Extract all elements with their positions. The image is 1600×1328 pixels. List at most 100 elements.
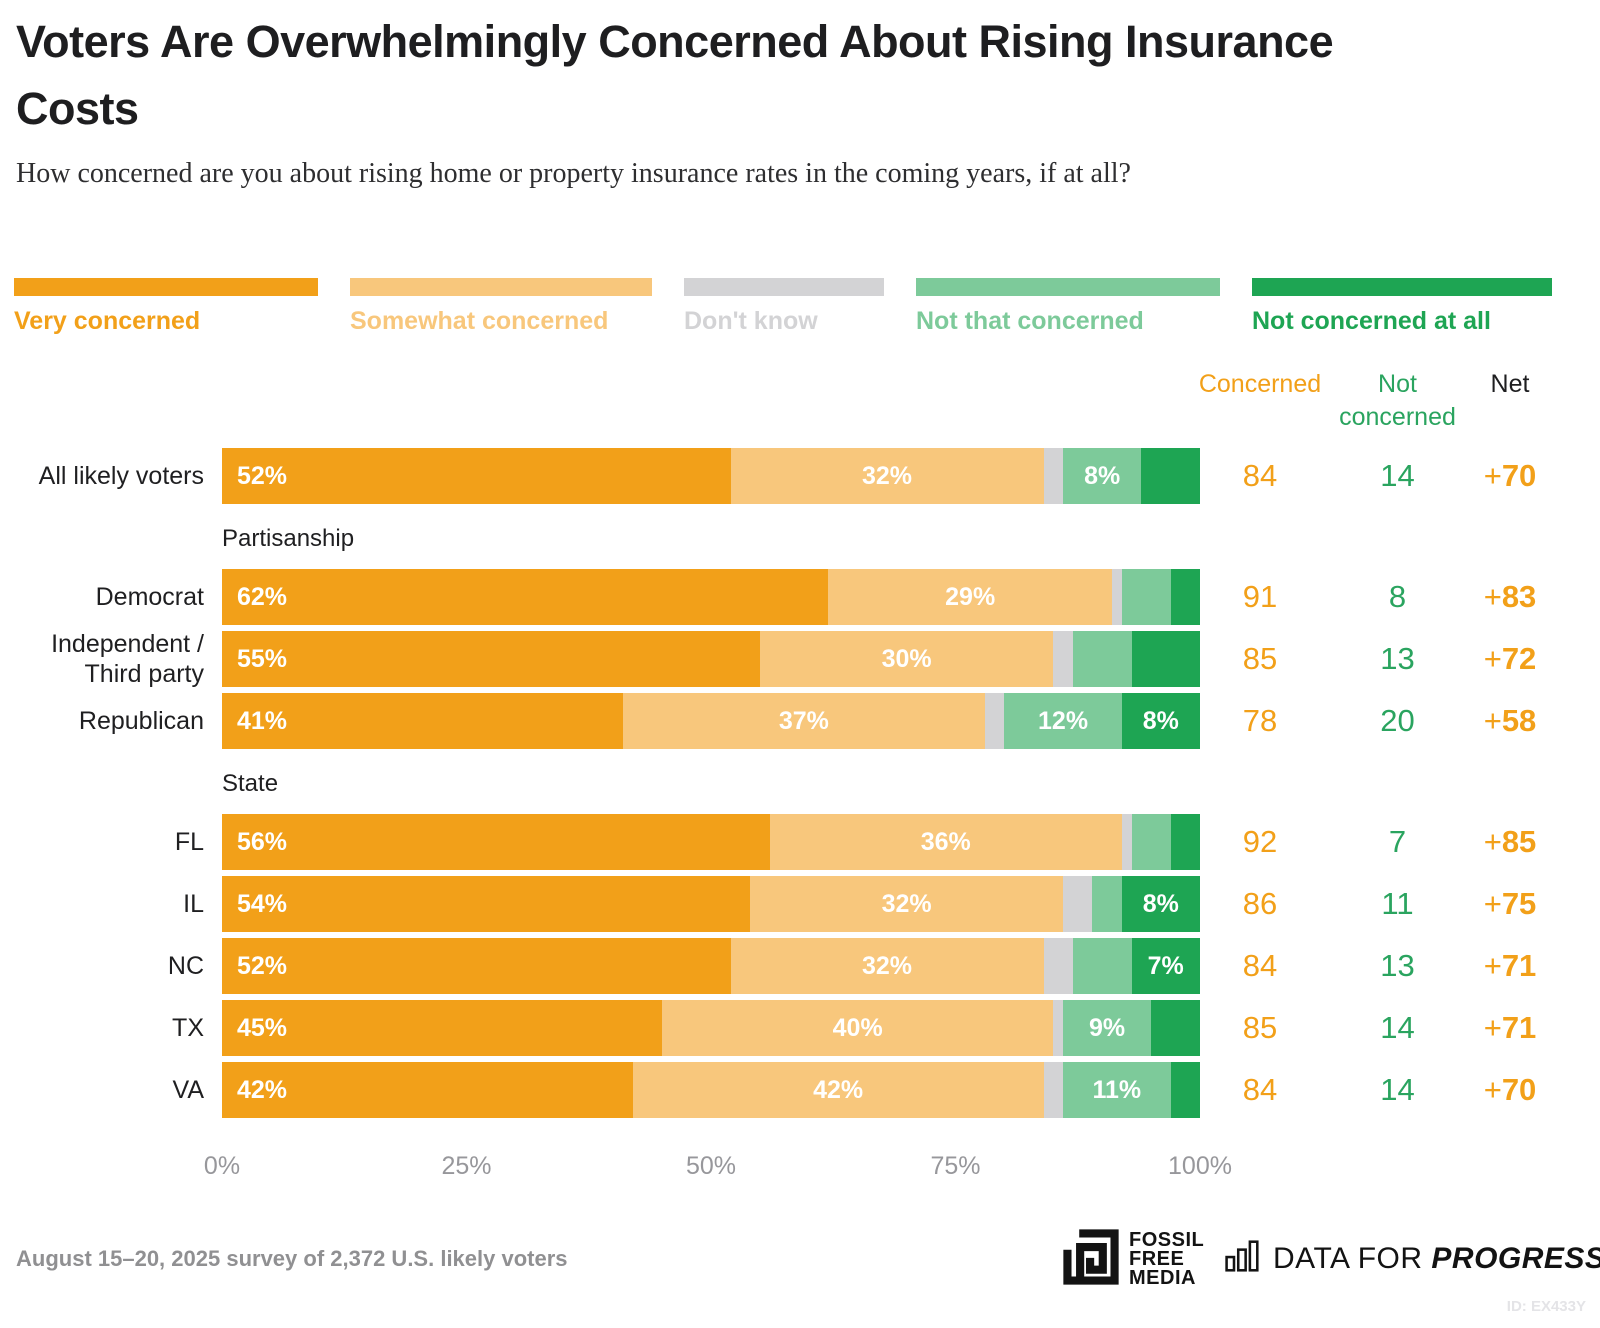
stat-not-concerned: 14 (1380, 1010, 1415, 1045)
x-axis-tick: 25% (441, 1152, 492, 1180)
bar-segment-very-concerned: 52% (222, 448, 731, 504)
legend-label: Not concerned at all (1252, 307, 1491, 335)
fossil-free-media-logo: FOSSIL FREE MEDIA (1062, 1228, 1204, 1291)
stacked-bar: 56% 36% (222, 814, 1200, 870)
x-axis: 0% 25% 50% 75% 100% (0, 1152, 1600, 1182)
bar-row-il: IL 54% 32% 8% 86 11 +75 (0, 876, 1600, 932)
stat-concerned: 84 (1242, 948, 1278, 983)
bar-segment-very-concerned: 42% (222, 1062, 633, 1118)
stat-not-concerned: 20 (1380, 703, 1415, 738)
bar-segment-don-t-know (1043, 938, 1073, 994)
bar-segment-label: 62% (237, 582, 288, 611)
stat-col-header-concerned: Concerned (1198, 370, 1322, 398)
stacked-bar: 42% 42% 11% (222, 1062, 1200, 1118)
legend-label: Not that concerned (916, 307, 1144, 335)
bar-segment-label: 8% (1142, 889, 1179, 918)
stat-column-headers: Concerned Not concerned Net (0, 368, 1600, 438)
bar-segment-not-concerned-at-all (1141, 448, 1200, 504)
stat-net: +72 (1483, 641, 1537, 676)
bar-segment-not-that-concerned (1072, 631, 1132, 687)
survey-note: August 15–20, 2025 survey of 2,372 U.S. … (16, 1246, 568, 1271)
stat-concerned: 86 (1242, 886, 1278, 921)
bar-segment-label: 37% (778, 706, 829, 735)
bar-segment-label: 45% (237, 1013, 288, 1042)
bar-segment-don-t-know (1053, 1000, 1064, 1056)
row-label: Independent / Third party (51, 630, 204, 688)
bar-segment-label: 8% (1084, 461, 1121, 490)
stacked-bar: 45% 40% 9% (222, 1000, 1200, 1056)
bar-segment-don-t-know (1063, 876, 1093, 932)
bar-segment-not-that-concerned (1092, 876, 1122, 932)
section-header-partisanship: Partisanship (222, 525, 355, 552)
stat-net: +85 (1483, 824, 1537, 859)
bar-segment-not-concerned-at-all: 8% (1121, 876, 1200, 932)
legend-label: Don't know (684, 307, 818, 335)
stat-net: +71 (1483, 948, 1537, 983)
stacked-bar: 41% 37% 12% 8% (222, 693, 1200, 749)
bar-segment-not-concerned-at-all (1170, 814, 1200, 870)
bar-chart-icon (1225, 1240, 1261, 1277)
bar-segment-very-concerned: 45% (222, 1000, 663, 1056)
ffm-maze-icon (1062, 1228, 1120, 1291)
bar-segment-label: 42% (237, 1075, 288, 1104)
stat-not-concerned: 7 (1388, 824, 1407, 859)
bar-segment-not-that-concerned (1131, 814, 1171, 870)
bar-segment-somewhat-concerned: 32% (730, 938, 1044, 994)
bar-segment-don-t-know (1111, 569, 1122, 625)
row-label: FL (174, 828, 204, 856)
bar-segment-not-concerned-at-all (1170, 1062, 1200, 1118)
chart-id: ID: EX433Y (1506, 1298, 1586, 1315)
section-header-state: State (222, 770, 279, 797)
legend: Very concerned Somewhat concerned Don't kn… (14, 278, 1552, 336)
legend-swatch (14, 278, 318, 296)
stat-not-concerned: 13 (1380, 948, 1415, 983)
stat-net: +70 (1483, 458, 1537, 493)
bar-segment-very-concerned: 62% (222, 569, 829, 625)
bar-segment-label: 54% (237, 889, 288, 918)
bar-row-fl: FL 56% 36% 92 7 +85 (0, 814, 1600, 870)
dfp-logo-thin: DATA FOR (1273, 1241, 1432, 1275)
stat-net: +83 (1483, 579, 1537, 614)
stat-concerned: 85 (1242, 1010, 1278, 1045)
bar-segment-somewhat-concerned: 37% (622, 693, 985, 749)
row-label: Democrat (95, 583, 204, 611)
stat-not-concerned: 11 (1381, 886, 1414, 921)
legend-swatch (684, 278, 884, 296)
bar-segment-label: 30% (881, 644, 932, 673)
row-label: NC (167, 952, 204, 980)
bar-segment-label: 42% (813, 1075, 864, 1104)
bar-row-all-likely-voters: All likely voters 52% 32% 8% 84 14 +70 (0, 448, 1600, 504)
bar-segment-somewhat-concerned: 36% (769, 814, 1122, 870)
stat-col-header-not-concerned: Not concerned (1339, 370, 1456, 431)
row-label: VA (172, 1076, 205, 1104)
bar-row-democrat: Democrat 62% 29% 91 8 +83 (0, 569, 1600, 625)
bar-segment-label: 8% (1142, 706, 1179, 735)
legend-swatch (350, 278, 652, 296)
bar-segment-not-that-concerned (1072, 938, 1132, 994)
bar-segment-not-that-concerned: 11% (1063, 1062, 1171, 1118)
bar-segment-label: 11% (1092, 1075, 1142, 1104)
bar-segment-label: 55% (237, 644, 288, 673)
bar-segment-not-concerned-at-all (1131, 631, 1200, 687)
bar-segment-label: 52% (237, 951, 288, 980)
bar-segment-not-concerned-at-all: 7% (1131, 938, 1200, 994)
row-label: TX (172, 1014, 204, 1042)
stat-not-concerned: 13 (1380, 641, 1415, 676)
stat-concerned: 91 (1242, 579, 1278, 614)
bar-row-independent-third-party: Independent / Third party 55% 30% 85 13 +72 (0, 630, 1600, 688)
stat-not-concerned: 14 (1380, 1072, 1415, 1107)
bar-segment-label: 40% (832, 1013, 883, 1042)
x-axis-tick: 75% (930, 1152, 981, 1180)
bar-segment-label: 56% (237, 827, 288, 856)
chart-subtitle: How concerned are you about rising home … (16, 158, 1131, 189)
stat-not-concerned: 14 (1380, 458, 1415, 493)
bar-segment-label: 32% (862, 951, 913, 980)
bar-segment-not-that-concerned: 9% (1063, 1000, 1152, 1056)
stacked-bar: 62% 29% (222, 569, 1200, 625)
bar-segment-very-concerned: 41% (222, 693, 623, 749)
stacked-bar: 52% 32% 7% (222, 938, 1200, 994)
stat-concerned: 78 (1242, 703, 1278, 738)
bar-segment-don-t-know (1043, 1062, 1064, 1118)
x-axis-tick: 100% (1168, 1152, 1232, 1180)
